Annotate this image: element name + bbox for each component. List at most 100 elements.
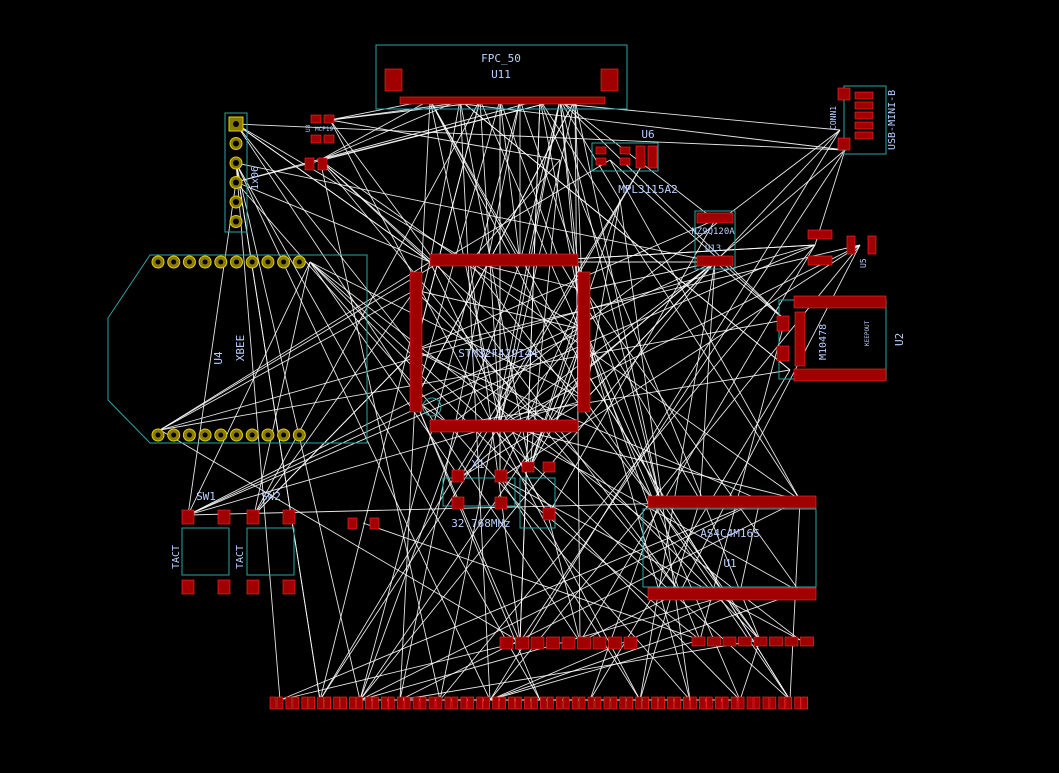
u2-ref: U2	[893, 333, 906, 346]
u11-fpc-connector[interactable]: FPC_50 U11	[375, 44, 628, 110]
passive-pad	[292, 696, 300, 710]
passive-pad	[562, 696, 570, 710]
cap-near-sw[interactable]	[347, 517, 380, 530]
u2-keepout: KEEPOUT	[864, 320, 871, 346]
passive-pad	[769, 636, 783, 647]
mcu-pads-left	[409, 271, 423, 413]
passive-pad	[714, 696, 722, 710]
passive-pad	[460, 696, 468, 710]
passive-pad	[492, 696, 499, 710]
passive-pad	[626, 696, 634, 710]
u4-xbee[interactable]: U4 XBEE	[107, 254, 368, 444]
passive-pad	[365, 696, 372, 710]
passive-pad	[476, 696, 484, 710]
passive-pad	[403, 696, 411, 710]
passive-pad	[539, 696, 547, 710]
u1-ref: U1	[723, 557, 736, 570]
passive-pad	[635, 696, 643, 710]
passive-pad	[372, 696, 379, 710]
passive-pad	[444, 696, 452, 710]
passive-pad	[524, 696, 531, 710]
sw2-ref: SW2	[261, 490, 281, 503]
conn1-usb-mini-b[interactable]: USB-MINI-B CONN1	[829, 85, 898, 155]
passive-pad	[762, 696, 770, 710]
sw2-value: TACT	[235, 545, 246, 569]
passive-pad	[577, 636, 591, 650]
u11-courtyard	[375, 44, 628, 110]
u4-outline	[107, 254, 368, 444]
x1-crystal[interactable]: X1 32.768MHz	[442, 458, 556, 530]
u11-value: FPC_50	[481, 52, 521, 65]
u5-ic[interactable]: U5	[807, 229, 877, 268]
passive-pad	[587, 696, 595, 710]
passive-pad	[531, 696, 538, 710]
passive-pad	[801, 696, 809, 710]
passive-pad	[412, 696, 420, 710]
passive-pad	[515, 696, 522, 710]
u5-ref: U5	[859, 258, 868, 268]
passive-pad	[499, 696, 506, 710]
mcu-pads-bottom	[429, 419, 579, 433]
passive-pad	[705, 696, 713, 710]
u13-ref: U13	[705, 244, 721, 254]
u8-value: MCP19	[315, 126, 333, 133]
mcu-value: STM32F429I44	[458, 347, 538, 360]
passive-pad	[738, 636, 752, 647]
passive-pad	[340, 696, 347, 710]
passive-pad	[784, 636, 799, 647]
u13-value: NZ9Q120A	[691, 227, 735, 237]
passive-pad	[530, 636, 545, 650]
u2-module[interactable]: M10478 KEEPOUT U2	[776, 295, 906, 382]
passive-pad	[349, 696, 356, 710]
u1-value: AS4C4M16S	[700, 527, 760, 540]
passive-pad	[387, 696, 395, 710]
conn2-value: 1x06	[250, 166, 261, 190]
x1-ref: X1	[471, 458, 484, 471]
u6-pressure-sensor[interactable]: U6 MPL3115A2	[591, 128, 678, 196]
passive-pad	[753, 696, 761, 710]
passive-pad	[594, 696, 602, 710]
sw1-value: TACT	[171, 545, 182, 569]
passive-pad	[451, 696, 459, 710]
stm32-mcu[interactable]: STM32F429I44	[409, 253, 591, 433]
passive-pad	[691, 636, 706, 647]
passive-pad	[428, 696, 436, 710]
u8-regulator[interactable]: U8 MCP19	[304, 114, 335, 171]
passive-pad	[800, 636, 814, 647]
sw2-tact-switch[interactable]: SW2 TACT	[235, 490, 296, 595]
conn1-ref: CONN1	[829, 106, 838, 130]
passive-pad	[555, 696, 563, 710]
mcu-pads-top	[429, 253, 579, 267]
passive-pad	[308, 696, 316, 710]
passive-pad	[317, 696, 325, 710]
passive-pad	[619, 696, 627, 710]
conn1-value: USB-MINI-B	[887, 90, 898, 150]
passive-pad	[642, 696, 650, 710]
u4-ref: U4	[212, 351, 225, 365]
passive-pad	[578, 696, 586, 710]
u13-ic[interactable]: NZ9Q120A U13	[691, 210, 736, 270]
u6-ref: U6	[641, 128, 654, 141]
mcu-pads-right	[577, 271, 591, 413]
passive-pad	[356, 696, 363, 710]
passive-pad	[333, 696, 340, 710]
passive-pad	[674, 696, 681, 710]
sw1-tact-switch[interactable]: SW1 TACT	[171, 490, 231, 595]
u2-value2: M10478	[818, 324, 829, 360]
passive-pad	[746, 696, 754, 710]
u4-value: XBEE	[234, 335, 247, 362]
u11-pad-row	[399, 96, 606, 105]
passive-pad	[737, 696, 745, 710]
passive-pad	[769, 696, 777, 710]
u1-sdram[interactable]: AS4C4M16S U1	[642, 495, 817, 601]
passive-pad	[515, 636, 529, 650]
passive-pad	[546, 636, 560, 650]
passive-pad	[690, 696, 697, 710]
passive-pad	[546, 696, 554, 710]
ratsnest-layer	[159, 99, 861, 701]
u1-pads-top	[647, 495, 817, 509]
conn2-pin-header[interactable]: 1x06	[224, 112, 261, 233]
passive-pad	[269, 696, 277, 710]
passive-pad	[435, 696, 443, 710]
